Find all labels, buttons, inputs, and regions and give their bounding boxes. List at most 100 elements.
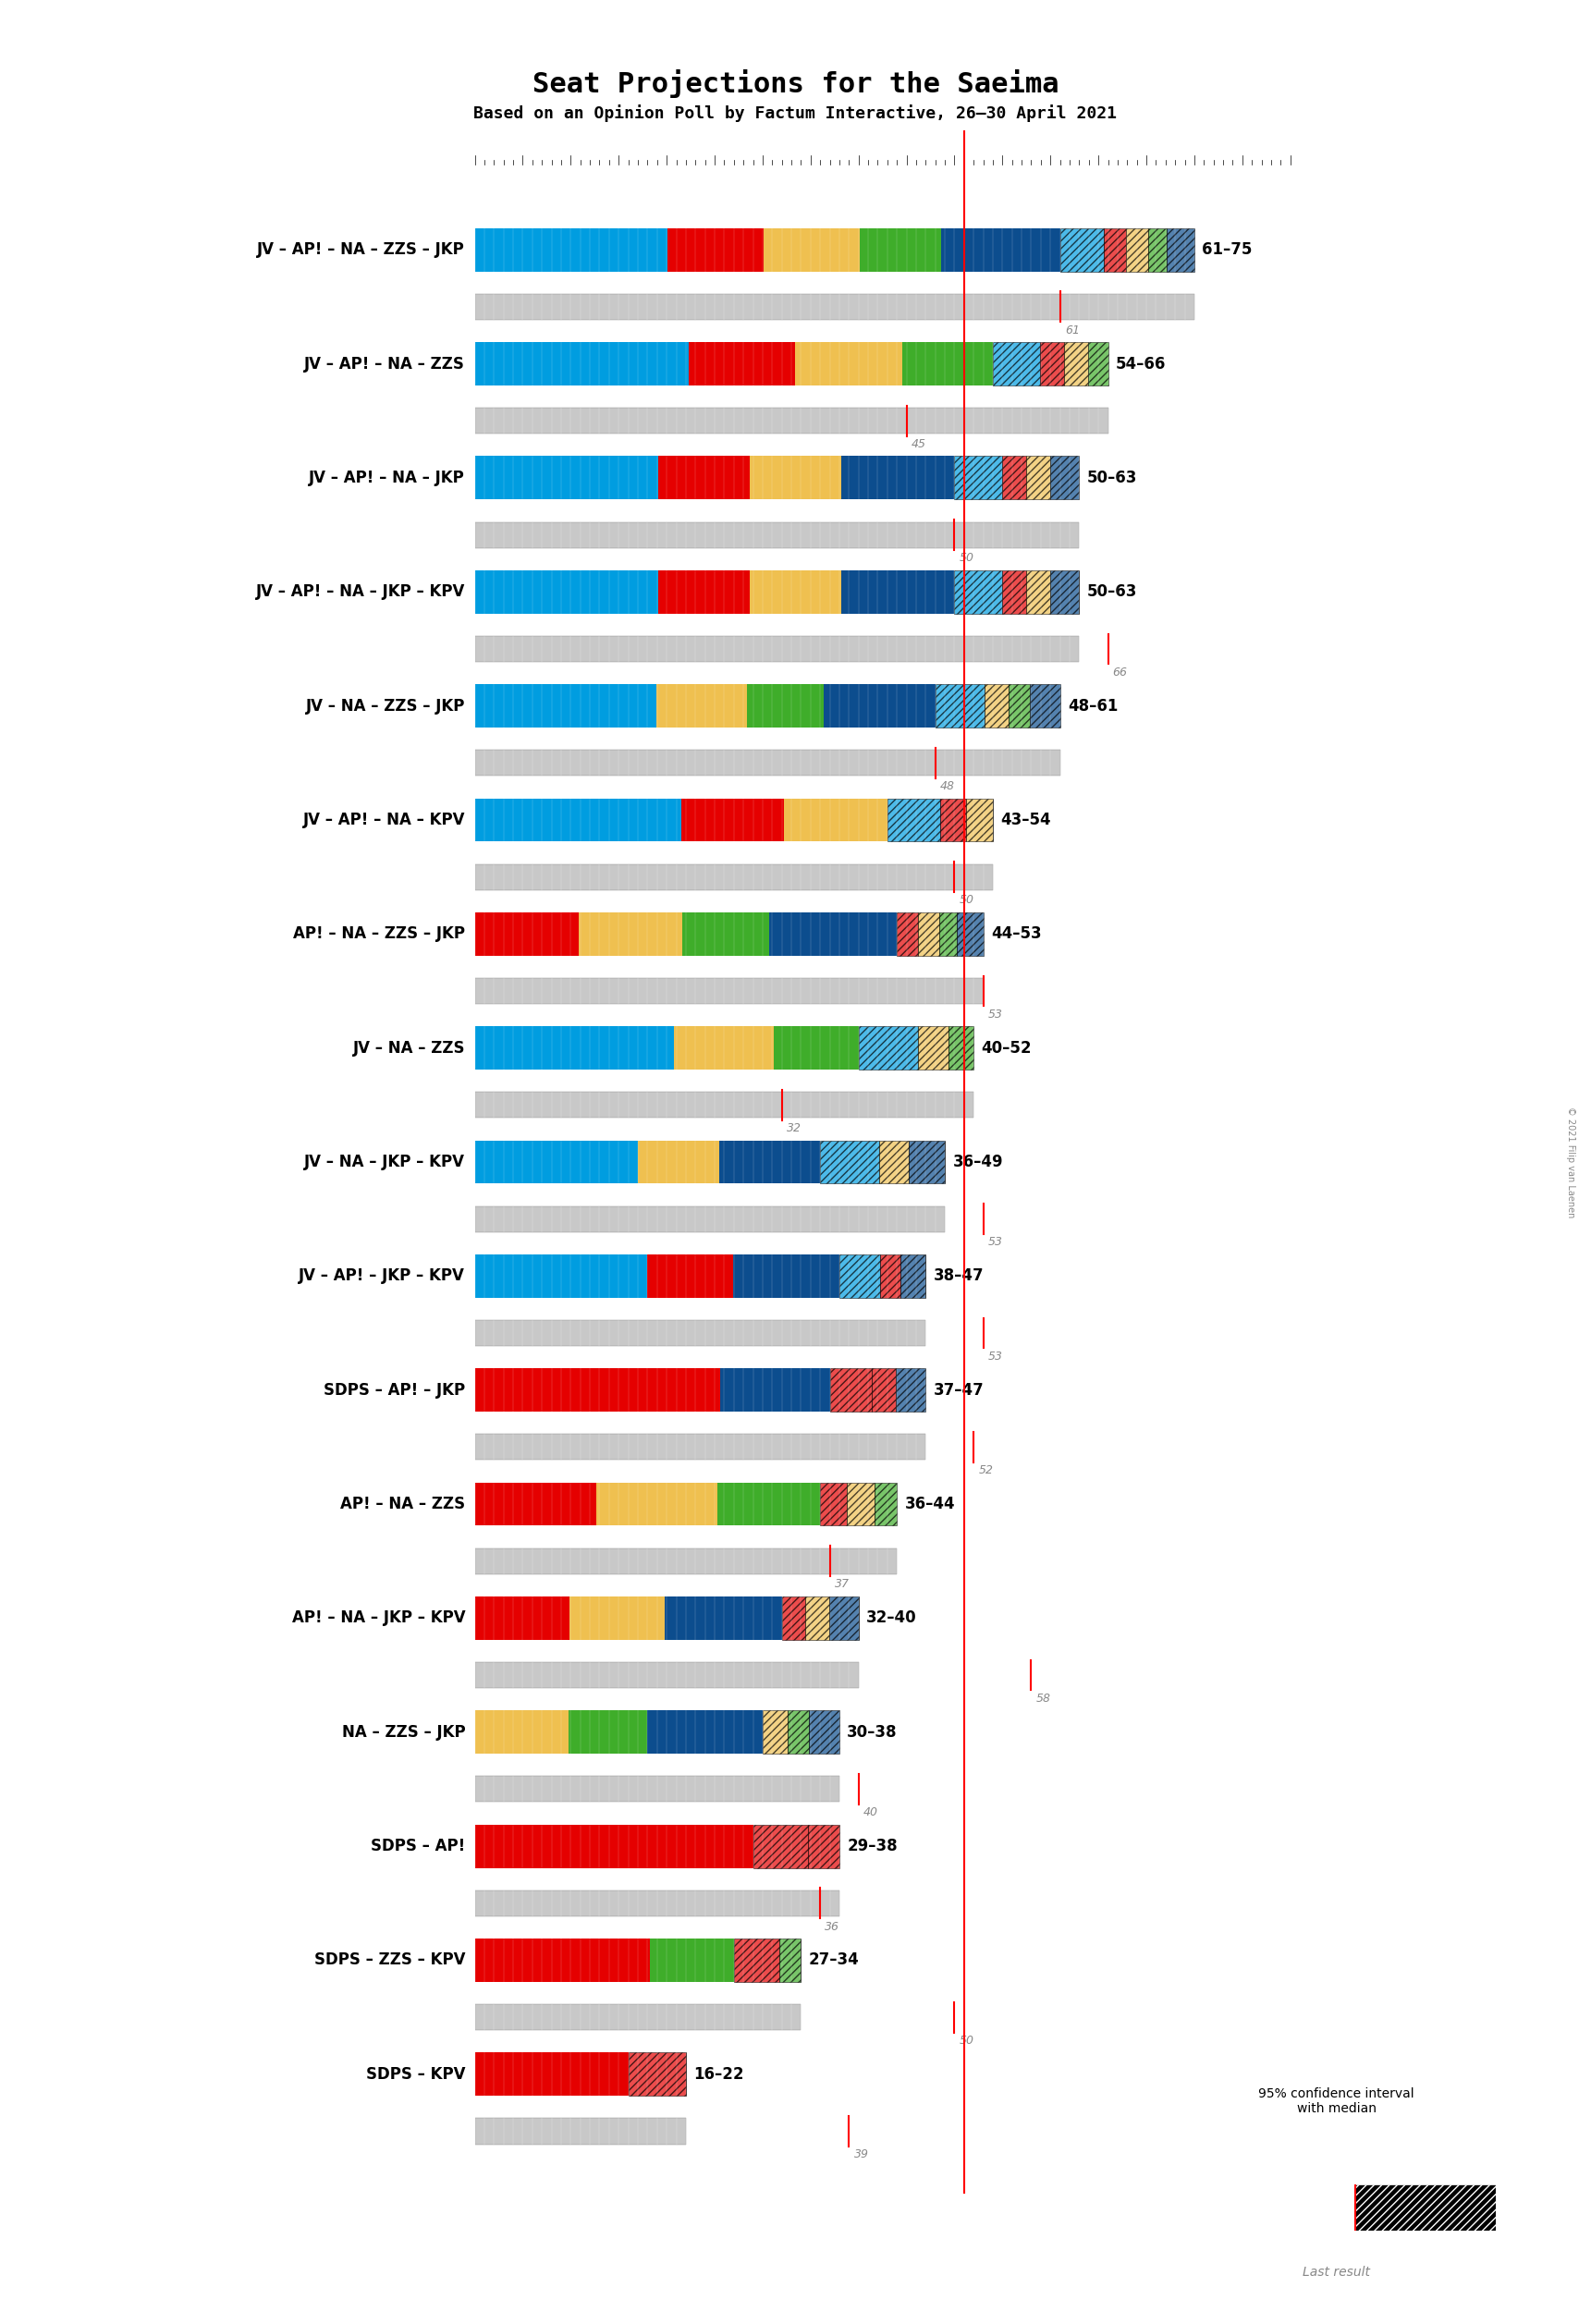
- Bar: [578, 913, 683, 955]
- Text: NA – ZZS – JKP: NA – ZZS – JKP: [342, 1724, 465, 1741]
- Bar: [474, 637, 1079, 662]
- Bar: [784, 797, 888, 841]
- Text: 66: 66: [1112, 667, 1128, 679]
- Text: 36–44: 36–44: [905, 1497, 955, 1513]
- Text: Seat Projections for the Saeima: Seat Projections for the Saeima: [533, 70, 1058, 98]
- Text: Last result: Last result: [1303, 2266, 1370, 2280]
- FancyBboxPatch shape: [1026, 569, 1050, 614]
- Text: 53: 53: [988, 1009, 1002, 1020]
- FancyBboxPatch shape: [1064, 342, 1088, 386]
- Bar: [474, 978, 983, 1004]
- Text: 44–53: 44–53: [991, 925, 1042, 941]
- FancyBboxPatch shape: [846, 1483, 873, 1527]
- Bar: [719, 1141, 819, 1183]
- Bar: [902, 342, 993, 386]
- Bar: [942, 228, 1060, 272]
- Bar: [474, 683, 655, 727]
- Text: JV – AP! – NA – KPV: JV – AP! – NA – KPV: [302, 811, 465, 827]
- Bar: [474, 2003, 800, 2031]
- Text: 38–47: 38–47: [934, 1267, 983, 1285]
- Text: 61–75: 61–75: [1203, 242, 1252, 258]
- Bar: [775, 1027, 859, 1069]
- Bar: [474, 228, 667, 272]
- Bar: [683, 913, 770, 955]
- FancyBboxPatch shape: [1050, 456, 1079, 500]
- Bar: [749, 569, 842, 614]
- FancyBboxPatch shape: [940, 797, 966, 841]
- Text: JV – NA – ZZS: JV – NA – ZZS: [353, 1039, 465, 1057]
- Bar: [474, 523, 1079, 548]
- Text: JV – NA – JKP – KPV: JV – NA – JKP – KPV: [304, 1153, 465, 1171]
- FancyBboxPatch shape: [829, 1597, 859, 1641]
- Bar: [842, 456, 955, 500]
- FancyBboxPatch shape: [873, 1483, 897, 1527]
- FancyBboxPatch shape: [955, 456, 1002, 500]
- Bar: [597, 1483, 718, 1527]
- Text: 36: 36: [826, 1920, 840, 1934]
- Bar: [568, 1710, 648, 1755]
- FancyBboxPatch shape: [1002, 569, 1026, 614]
- Bar: [770, 913, 897, 955]
- Text: AP! – NA – JKP – KPV: AP! – NA – JKP – KPV: [291, 1611, 465, 1627]
- Bar: [474, 1710, 568, 1755]
- FancyBboxPatch shape: [880, 1255, 901, 1297]
- Bar: [474, 1483, 597, 1527]
- Bar: [474, 569, 659, 614]
- FancyBboxPatch shape: [808, 1710, 840, 1755]
- Text: 36–49: 36–49: [953, 1153, 1002, 1171]
- Text: JV – AP! – NA – JKP – KPV: JV – AP! – NA – JKP – KPV: [256, 583, 465, 600]
- FancyBboxPatch shape: [918, 913, 939, 955]
- Bar: [474, 1141, 638, 1183]
- FancyBboxPatch shape: [908, 1141, 945, 1183]
- FancyBboxPatch shape: [1041, 342, 1064, 386]
- Text: Based on an Opinion Poll by Factum Interactive, 26–30 April 2021: Based on an Opinion Poll by Factum Inter…: [474, 105, 1117, 123]
- Bar: [474, 293, 1195, 321]
- Bar: [1356, 2185, 1496, 2231]
- Bar: [474, 2117, 686, 2145]
- FancyBboxPatch shape: [1060, 228, 1104, 272]
- Bar: [681, 797, 784, 841]
- Bar: [474, 1320, 926, 1346]
- FancyBboxPatch shape: [628, 2052, 686, 2096]
- Bar: [474, 1662, 859, 1687]
- Text: 95% confidence interval
with median: 95% confidence interval with median: [1258, 2087, 1414, 2115]
- Bar: [638, 1141, 719, 1183]
- FancyBboxPatch shape: [762, 1710, 788, 1755]
- Bar: [474, 1206, 945, 1232]
- Bar: [474, 1434, 926, 1459]
- Text: 37–47: 37–47: [934, 1383, 983, 1399]
- FancyBboxPatch shape: [897, 913, 918, 955]
- Bar: [474, 865, 993, 890]
- Bar: [474, 797, 681, 841]
- FancyBboxPatch shape: [993, 342, 1041, 386]
- Text: 50: 50: [959, 895, 974, 906]
- FancyBboxPatch shape: [888, 797, 940, 841]
- Bar: [474, 1092, 974, 1118]
- FancyBboxPatch shape: [1168, 228, 1195, 272]
- FancyBboxPatch shape: [781, 1597, 805, 1641]
- Bar: [632, 1369, 721, 1411]
- Bar: [659, 456, 749, 500]
- Bar: [718, 1483, 819, 1527]
- Text: 48–61: 48–61: [1068, 697, 1118, 713]
- FancyBboxPatch shape: [1029, 683, 1060, 727]
- Text: 50–63: 50–63: [1087, 469, 1138, 486]
- Text: AP! – NA – ZZS – JKP: AP! – NA – ZZS – JKP: [293, 925, 465, 941]
- Bar: [764, 228, 861, 272]
- Text: 29–38: 29–38: [846, 1838, 897, 1855]
- Bar: [474, 751, 1060, 776]
- Bar: [474, 1889, 840, 1917]
- FancyBboxPatch shape: [1126, 228, 1149, 272]
- Text: 53: 53: [988, 1350, 1002, 1362]
- Bar: [749, 456, 842, 500]
- Text: 52: 52: [978, 1464, 993, 1476]
- FancyBboxPatch shape: [753, 1824, 808, 1868]
- Bar: [652, 1824, 753, 1868]
- FancyBboxPatch shape: [1050, 569, 1079, 614]
- Bar: [474, 2052, 628, 2096]
- Bar: [689, 342, 796, 386]
- FancyBboxPatch shape: [880, 1141, 908, 1183]
- Text: SDPS – ZZS – KPV: SDPS – ZZS – KPV: [313, 1952, 465, 1968]
- Bar: [665, 1597, 781, 1641]
- FancyBboxPatch shape: [939, 913, 958, 955]
